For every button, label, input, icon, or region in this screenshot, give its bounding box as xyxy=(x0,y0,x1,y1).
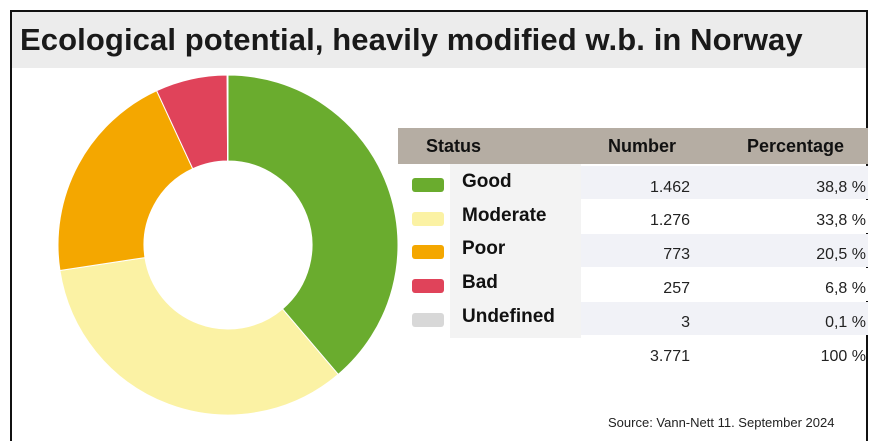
donut-slice-poor xyxy=(57,90,194,272)
percentage-undefined: 0,1 % xyxy=(825,314,866,331)
legend-label-poor: Poor xyxy=(462,238,506,259)
donut-slice-moderate xyxy=(59,257,339,416)
number-undefined: 3 xyxy=(681,314,690,331)
legend-label-undefined: Undefined xyxy=(462,306,555,327)
percentage-poor: 20,5 % xyxy=(816,246,866,263)
legend-label-bad: Bad xyxy=(462,272,498,293)
number-moderate: 1.276 xyxy=(649,212,690,229)
legend-swatch-moderate xyxy=(412,212,444,226)
row-bg-4 xyxy=(581,268,868,301)
number-good: 1.462 xyxy=(649,179,690,196)
legend-label-good: Good xyxy=(462,171,512,192)
table-header-bar xyxy=(398,128,868,164)
percentage-total: 100 % xyxy=(820,348,866,365)
number-bad: 257 xyxy=(663,280,690,297)
title-bar xyxy=(12,12,866,68)
row-bg-3 xyxy=(581,234,868,267)
percentage-moderate: 33,8 % xyxy=(816,212,866,229)
header-status: Status xyxy=(426,136,482,156)
legend-swatch-undefined xyxy=(412,313,444,327)
donut-slice-undefined xyxy=(226,74,229,162)
number-poor: 773 xyxy=(663,246,690,263)
number-total: 3.771 xyxy=(649,348,690,365)
chart-title: Ecological potential, heavily modified w… xyxy=(20,22,803,57)
header-percentage: Percentage xyxy=(747,136,845,156)
row-bg-5 xyxy=(581,302,868,335)
percentage-good: 38,8 % xyxy=(816,179,866,196)
legend-label-moderate: Moderate xyxy=(462,205,547,226)
row-bg-2 xyxy=(581,200,868,233)
legend-swatch-good xyxy=(412,178,444,192)
legend-swatch-bad xyxy=(412,279,444,293)
source-note: Source: Vann-Nett 11. September 2024 xyxy=(608,415,835,430)
percentage-bad: 6,8 % xyxy=(825,280,866,297)
donut-slice-good xyxy=(227,74,399,376)
header-number: Number xyxy=(608,136,677,156)
row-bg-1 xyxy=(581,166,868,199)
legend-swatch-poor xyxy=(412,245,444,259)
